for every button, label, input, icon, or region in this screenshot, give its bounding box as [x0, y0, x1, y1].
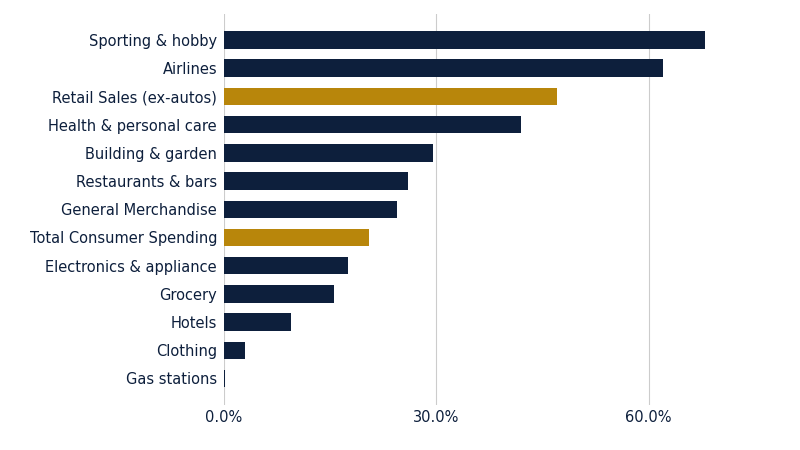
Bar — [224, 285, 334, 302]
Bar — [224, 172, 408, 190]
Bar — [224, 313, 291, 331]
Bar — [224, 59, 662, 77]
Bar — [224, 32, 706, 49]
Bar — [224, 88, 557, 105]
Bar — [224, 342, 246, 359]
Bar — [224, 229, 369, 246]
Bar — [224, 201, 398, 218]
Bar — [224, 257, 348, 274]
Bar — [224, 144, 433, 162]
Bar — [224, 116, 522, 133]
